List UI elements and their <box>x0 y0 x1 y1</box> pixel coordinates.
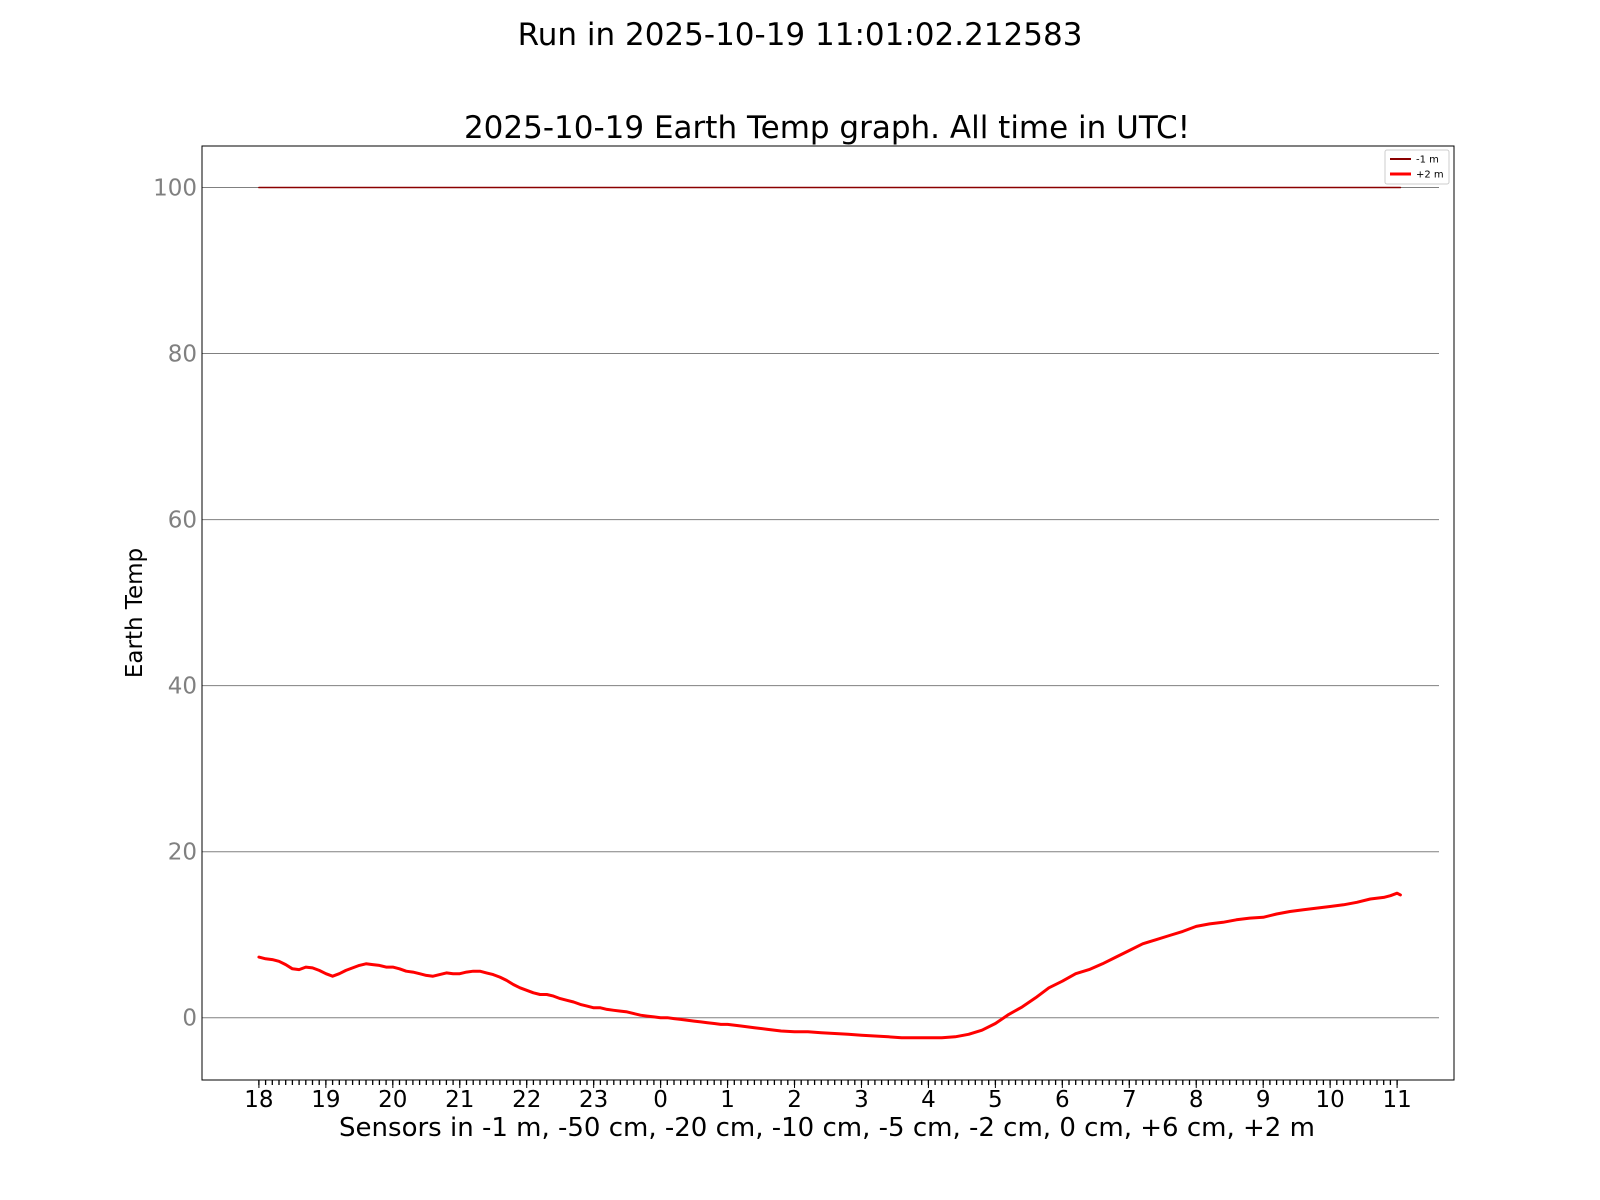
x-tick-label-23: 23 <box>579 1087 608 1113</box>
x-tick-label-18: 18 <box>244 1087 273 1113</box>
x-tick-label-7: 7 <box>1122 1087 1137 1113</box>
x-tick-label-1: 1 <box>720 1087 735 1113</box>
x-tick-label-11: 11 <box>1382 1087 1411 1113</box>
grid-lines <box>202 187 1439 1019</box>
y-axis-ticks: 0 20 40 60 80 100 <box>153 176 197 1032</box>
x-minor-ticks <box>258 1080 1398 1085</box>
x-tick-label-5: 5 <box>988 1087 1003 1113</box>
x-axis-ticks: 18 19 20 21 22 23 0 1 2 3 4 5 6 7 8 9 10 11 <box>244 1087 1411 1113</box>
legend-label-plus-2m: +2 m <box>1416 170 1444 181</box>
x-tick-label-8: 8 <box>1189 1087 1204 1113</box>
y-tick-label-60: 60 <box>168 508 197 534</box>
x-tick-label-10: 10 <box>1315 1087 1344 1113</box>
x-tick-label-6: 6 <box>1055 1087 1070 1113</box>
x-tick-label-19: 19 <box>311 1087 340 1113</box>
x-tick-label-2: 2 <box>787 1087 802 1113</box>
y-tick-label-80: 80 <box>168 342 197 368</box>
y-tick-label-100: 100 <box>153 176 197 202</box>
legend: -1 m +2 m <box>1384 149 1450 185</box>
y-tick-label-40: 40 <box>168 674 197 700</box>
x-tick-label-22: 22 <box>512 1087 541 1113</box>
x-tick-label-0: 0 <box>653 1087 668 1113</box>
figure-suptitle: Run in 2025-10-19 11:01:02.212583 <box>517 17 1083 53</box>
series-line-plus-2m <box>257 891 1402 1040</box>
y-tick-label-0: 0 <box>182 1006 197 1032</box>
y-axis-label: Earth Temp <box>122 548 148 678</box>
series-lines <box>257 186 1402 1040</box>
chart-title: 2025-10-19 Earth Temp graph. All time in… <box>464 110 1190 146</box>
x-tick-label-3: 3 <box>854 1087 869 1113</box>
legend-label-minus-1m: -1 m <box>1416 155 1439 166</box>
x-tick-label-21: 21 <box>445 1087 474 1113</box>
x-axis-label: Sensors in -1 m, -50 cm, -20 cm, -10 cm,… <box>339 1113 1315 1143</box>
x-tick-label-9: 9 <box>1256 1087 1271 1113</box>
x-tick-marks <box>258 1080 1398 1088</box>
x-tick-label-20: 20 <box>378 1087 407 1113</box>
plot-frame <box>201 145 1455 1081</box>
y-tick-label-20: 20 <box>168 840 197 866</box>
x-tick-label-4: 4 <box>921 1087 936 1113</box>
